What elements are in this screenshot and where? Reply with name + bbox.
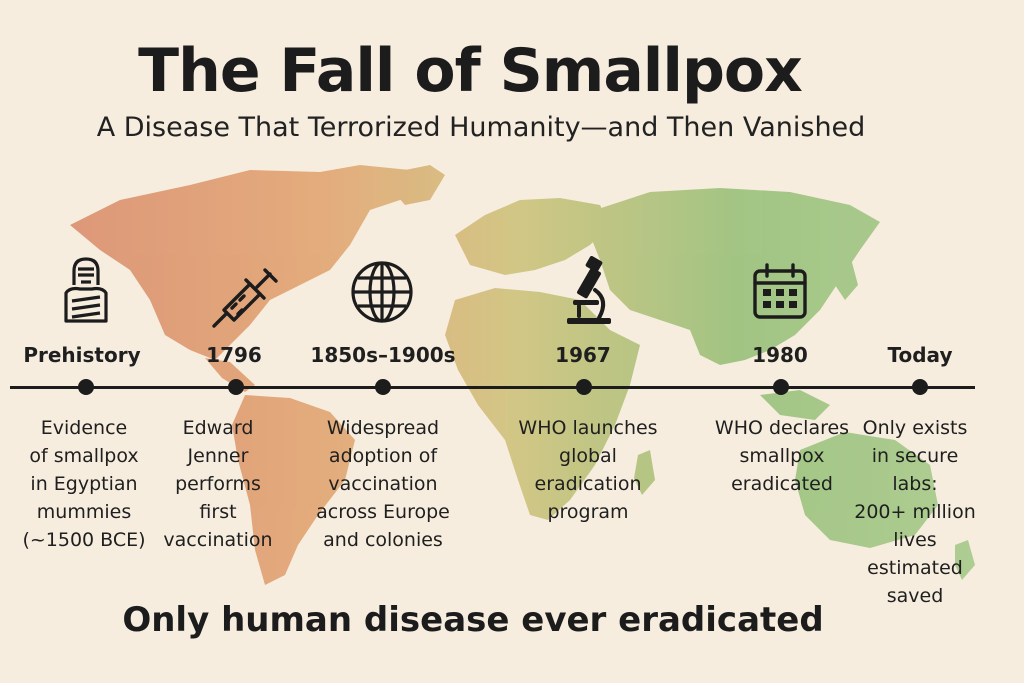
timeline-dot-1796 <box>228 379 244 395</box>
calendar-icon <box>753 263 807 319</box>
timeline-label-prehistory: Prehistory <box>23 343 141 367</box>
timeline-description-1850s: Widespread adoption of vaccination acros… <box>316 417 450 551</box>
timeline-description-prehistory: Evidence of smallpox in Egyptian mummies… <box>22 417 146 551</box>
madagascar-shape <box>634 450 655 495</box>
timeline-description-1796: Edward Jenner performs first vaccination <box>163 417 273 551</box>
page-subtitle: A Disease That Terrorized Humanity—and T… <box>96 112 866 143</box>
timeline-label-1796: 1796 <box>206 343 262 367</box>
syringe-icon <box>212 268 278 328</box>
timeline-dot-1967 <box>576 379 592 395</box>
microscope-icon <box>567 256 611 324</box>
timeline-description-today: Only exists in secure labs: 200+ million… <box>854 417 976 607</box>
timeline-dot-prehistory <box>78 379 94 395</box>
timeline-dot-today <box>912 379 928 395</box>
japan-shape <box>835 255 858 300</box>
timeline-description-1980: WHO declares smallpox eradicated <box>714 417 850 495</box>
timeline-label-1967: 1967 <box>555 343 611 367</box>
europe-shape <box>455 198 610 275</box>
timeline-dot-1980 <box>773 379 789 395</box>
australia-shape <box>795 432 938 548</box>
globe-icon <box>351 261 413 323</box>
south-america-shape <box>232 395 355 585</box>
mummy-icon <box>64 257 108 323</box>
southeast-asia-islands-shape <box>760 390 830 420</box>
timeline-label-1850s: 1850s–1900s <box>310 343 456 367</box>
timeline-dot-1850s <box>375 379 391 395</box>
timeline-label-1980: 1980 <box>752 343 808 367</box>
timeline-description-1967: WHO launches global eradication program <box>518 417 658 523</box>
timeline-axis <box>10 386 975 389</box>
footer-tagline: Only human disease ever eradicated <box>122 600 824 640</box>
greenland-shape <box>392 165 445 205</box>
page-title: The Fall of Smallpox <box>138 36 803 106</box>
new-zealand-shape <box>955 540 975 580</box>
timeline-label-today: Today <box>887 343 953 367</box>
africa-shape <box>445 288 640 520</box>
asia-shape <box>590 188 880 365</box>
north-america-shape <box>70 165 430 360</box>
